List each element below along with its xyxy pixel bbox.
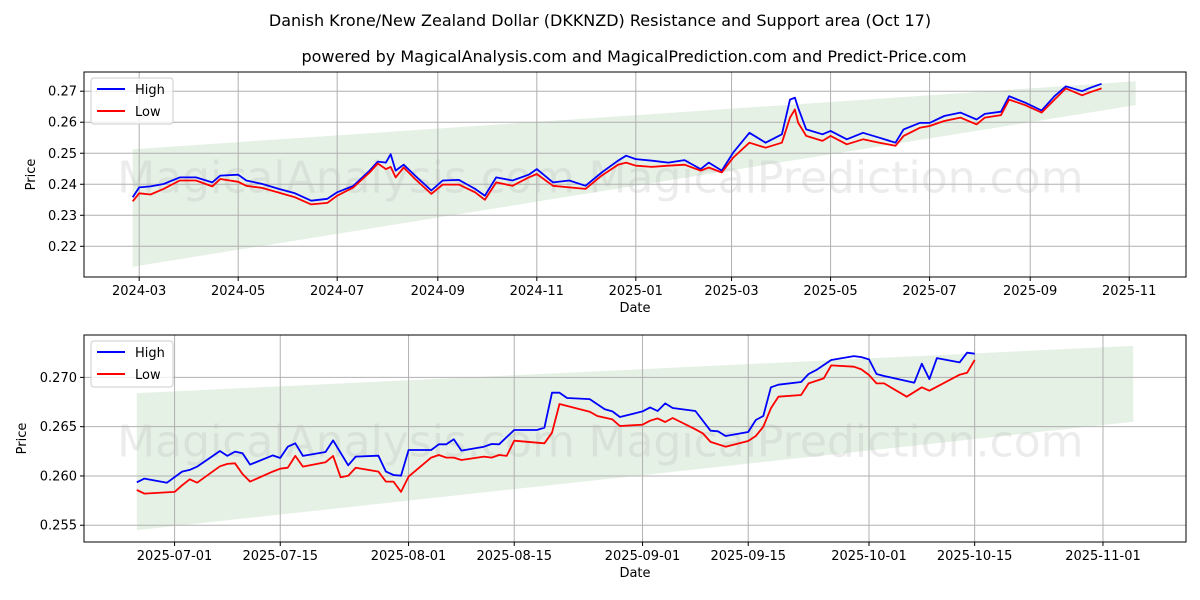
x-tick-label: 2025-11-01 (1065, 549, 1141, 564)
x-tick-label: 2025-10-01 (831, 549, 907, 564)
y-tick-label: 0.25 (48, 147, 77, 162)
watermark-prediction: MagicalPrediction.com (589, 153, 1084, 204)
resistance-support-band (136, 345, 1134, 531)
x-tick-label: 2025-08-15 (476, 549, 552, 564)
x-tick-label: 2025-09-01 (605, 549, 681, 564)
series-line-low (132, 87, 1102, 206)
y-tick-label: 0.27 (48, 85, 77, 100)
y-tick-label: 0.255 (40, 519, 77, 534)
legend-label-high: High (135, 346, 165, 361)
y-tick-label: 0.270 (40, 371, 77, 386)
x-tick-label: 2025-07-01 (137, 549, 213, 564)
legend-label-low: Low (135, 368, 161, 383)
watermark-analysis: MagicalAnalysis.com (117, 417, 575, 468)
legend-label-high: High (135, 83, 165, 98)
series-line-low (136, 359, 976, 495)
series-line-high (131, 82, 1102, 202)
y-tick-label: 0.23 (48, 209, 77, 224)
axes-frame (83, 71, 1187, 278)
legend: High Low (90, 340, 174, 388)
x-tick-label: 2024-07 (310, 284, 364, 299)
x-tick-label: 2025-10-15 (937, 549, 1013, 564)
y-tick-label: 0.260 (40, 469, 77, 484)
x-tick-label: 2025-01 (609, 284, 663, 299)
x-tick-label: 2025-09 (1003, 284, 1057, 299)
y-tick-label: 0.22 (48, 240, 77, 255)
x-tick-label: 2024-03 (112, 284, 166, 299)
y-axis-label: Price (24, 159, 39, 191)
watermark-prediction: MagicalPrediction.com (589, 417, 1084, 468)
x-tick-label: 2025-09-15 (710, 549, 786, 564)
resistance-support-band (132, 81, 1136, 267)
x-tick-label: 2024-09 (411, 284, 465, 299)
y-tick-label: 0.265 (40, 420, 77, 435)
x-tick-label: 2024-11 (510, 284, 564, 299)
x-tick-label: 2025-05 (803, 284, 857, 299)
chart-subtitle: powered by MagicalAnalysis.com and Magic… (301, 47, 966, 66)
y-tick-label: 0.26 (48, 116, 77, 131)
y-axis-label: Price (15, 423, 30, 455)
y-tick-label: 0.24 (48, 178, 77, 193)
x-tick-label: 2024-05 (211, 284, 265, 299)
x-axis-label: Date (619, 301, 650, 316)
x-axis-label: Date (619, 566, 650, 581)
legend: High Low (90, 77, 174, 125)
legend-label-low: Low (135, 105, 161, 120)
top-chart-axes: 2024-03 2024-05 2024-07 2024-09 2024-11 2025-… (24, 71, 1187, 316)
bottom-chart-axes: 2025-07-01 2025-07-15 2025-08-01 2025-08-15… (15, 334, 1187, 581)
x-tick-label: 2025-03 (704, 284, 758, 299)
x-tick-label: 2025-07 (902, 284, 956, 299)
series-line-high (136, 351, 975, 484)
x-tick-label: 2025-08-01 (371, 549, 447, 564)
chart-title: Danish Krone/New Zealand Dollar (DKKNZD)… (269, 11, 931, 30)
x-tick-label: 2025-11 (1102, 284, 1156, 299)
x-tick-label: 2025-07-15 (242, 549, 318, 564)
axes-frame (83, 334, 1187, 543)
